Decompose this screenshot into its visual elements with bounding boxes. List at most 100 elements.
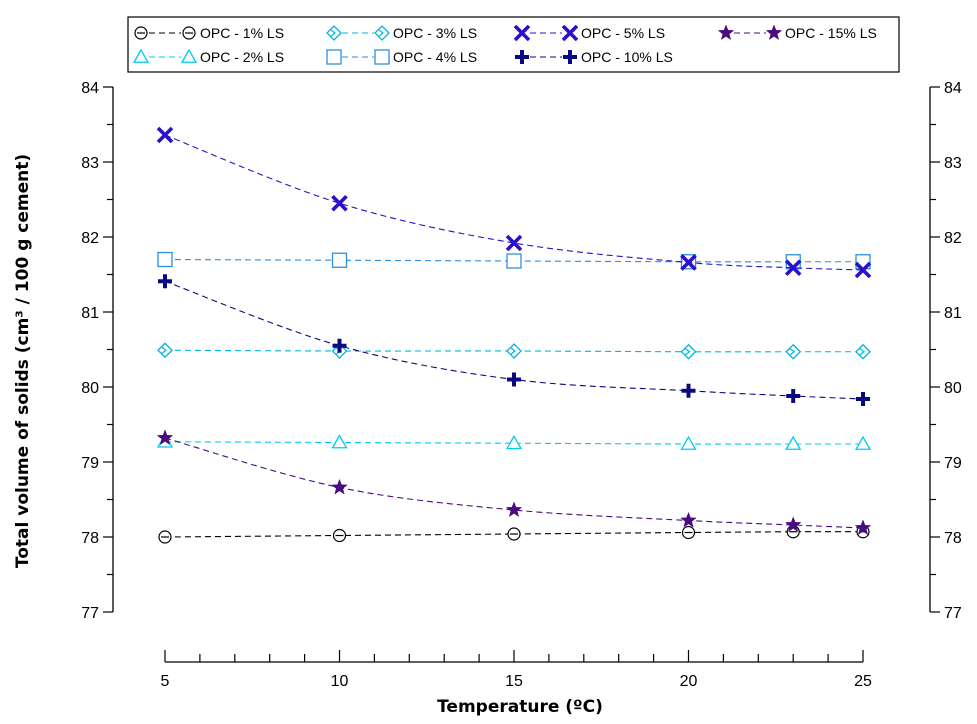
legend-marker (563, 50, 577, 64)
data-point (681, 525, 696, 540)
x-tick-label: 5 (161, 673, 170, 690)
data-point (854, 519, 872, 536)
y-tick-label-left: 81 (81, 305, 99, 322)
legend-item: OPC - 4% LS (326, 49, 477, 65)
data-point (331, 194, 348, 212)
series-line (164, 134, 864, 271)
series-opc-15-ls (156, 429, 872, 536)
y-tick-label-left: 80 (81, 380, 99, 397)
x-tick-label: 25 (854, 673, 872, 690)
data-point (158, 274, 172, 289)
data-point (785, 435, 802, 450)
y-tick-label-right: 77 (944, 605, 962, 622)
data-point (331, 252, 348, 268)
data-point (507, 372, 521, 387)
data-point (156, 429, 174, 446)
data-point (681, 383, 696, 398)
legend-label: OPC - 5% LS (581, 25, 665, 41)
data-point (158, 530, 172, 544)
y-tick-label-left: 83 (81, 155, 99, 172)
y-tick-label-left: 79 (81, 455, 99, 472)
series-opc-4-ls (157, 251, 871, 270)
legend-marker (182, 26, 196, 40)
legend-item: OPC - 10% LS (515, 49, 673, 65)
legend-label: OPC - 2% LS (200, 49, 284, 65)
x-tick-label: 10 (331, 673, 349, 690)
legend-marker (326, 49, 342, 65)
data-point (854, 261, 872, 279)
data-point (156, 126, 174, 144)
series-layer (156, 126, 872, 544)
data-point (785, 343, 802, 360)
data-point (506, 343, 522, 359)
legend-item: OPC - 1% LS (134, 25, 284, 41)
y-tick-label-right: 79 (944, 455, 962, 472)
y-tick-label-right: 80 (944, 380, 962, 397)
legend-marker (515, 50, 529, 64)
legend-label: OPC - 4% LS (393, 49, 477, 65)
series-line (164, 258, 863, 263)
legend-marker (374, 49, 390, 65)
x-tick-label: 15 (505, 673, 523, 690)
y-tick-label-right: 82 (944, 230, 962, 247)
data-point (332, 528, 347, 543)
legend-marker (374, 25, 390, 41)
axes: 77 77 78 78 79 79 80 80 81 81 82 82 83 83 84 84 5 10 15 20 2… (81, 80, 962, 690)
legend-marker (717, 24, 735, 41)
data-point (680, 435, 697, 450)
x-axis-title: Temperature (ºC) (437, 697, 603, 717)
data-point (157, 251, 173, 268)
data-point (505, 434, 523, 450)
legend-item: OPC - 15% LS (717, 24, 877, 41)
y-tick-label-right: 78 (944, 530, 962, 547)
series-line (164, 437, 864, 529)
legend-label: OPC - 1% LS (200, 25, 284, 41)
y-tick-label-right: 84 (944, 80, 962, 97)
data-point (505, 234, 523, 252)
legend-label: OPC - 10% LS (581, 49, 673, 65)
series-opc-2-ls (156, 433, 872, 450)
legend-item: OPC - 3% LS (326, 25, 477, 41)
y-tick-label-right: 81 (944, 305, 962, 322)
legend-marker (132, 48, 150, 63)
data-point (157, 342, 173, 359)
data-point (784, 516, 802, 533)
legend: OPC - 1% LS OPC - 3% LS OPC - 5% LS OPC - 1… (127, 16, 900, 73)
y-tick-label-left: 84 (81, 80, 99, 97)
y-tick-label-left: 82 (81, 230, 99, 247)
data-point (786, 389, 801, 403)
series-opc-1-ls (158, 525, 870, 544)
series-line (164, 441, 863, 445)
data-point (507, 527, 521, 541)
series-line (164, 531, 864, 538)
y-tick-label-left: 78 (81, 530, 99, 547)
x-tick-label: 20 (680, 673, 698, 690)
data-point (784, 259, 802, 277)
series-opc-3-ls (157, 342, 871, 360)
legend-marker (326, 25, 342, 41)
series-line (164, 349, 863, 353)
data-point (856, 392, 870, 406)
y-tick-label-right: 83 (944, 155, 962, 172)
data-point (506, 253, 522, 269)
legend-label: OPC - 15% LS (785, 25, 877, 41)
legend-item: OPC - 5% LS (513, 24, 665, 42)
data-point (505, 501, 523, 518)
data-point (680, 343, 697, 360)
series-opc-5-ls (156, 126, 872, 279)
data-point (680, 254, 697, 271)
legend-box (127, 16, 900, 73)
legend-marker (134, 26, 148, 40)
data-point (332, 338, 347, 353)
data-point (854, 435, 872, 450)
legend-marker (180, 48, 198, 63)
data-point (680, 511, 697, 528)
legend-marker (765, 24, 783, 41)
y-tick-label-left: 77 (81, 605, 99, 622)
data-point (855, 343, 871, 360)
series-opc-10-ls (158, 274, 870, 406)
legend-marker (561, 24, 579, 42)
y-axis-title: Total volume of solids (cm³ / 100 g ceme… (13, 154, 33, 568)
data-point (331, 434, 348, 449)
